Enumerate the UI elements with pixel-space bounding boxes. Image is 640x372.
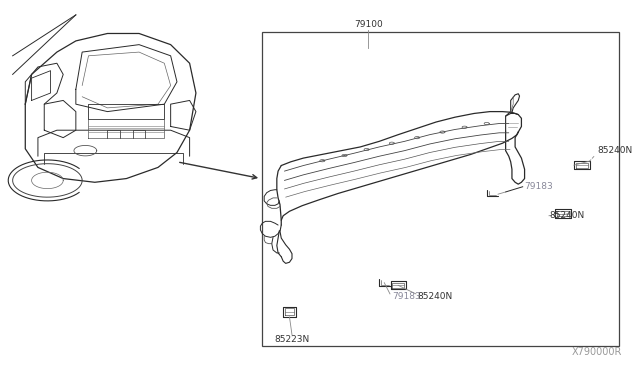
- Bar: [262, 32, 620, 346]
- Text: 79183: 79183: [525, 182, 554, 191]
- Text: 79100: 79100: [354, 20, 383, 29]
- Text: 85240N: 85240N: [417, 292, 452, 301]
- Text: 79183: 79183: [392, 292, 420, 301]
- Text: 85240N: 85240N: [550, 211, 585, 220]
- Text: 85240N: 85240N: [597, 146, 632, 155]
- Text: X790000R: X790000R: [572, 347, 623, 357]
- Text: 85223N: 85223N: [275, 335, 310, 344]
